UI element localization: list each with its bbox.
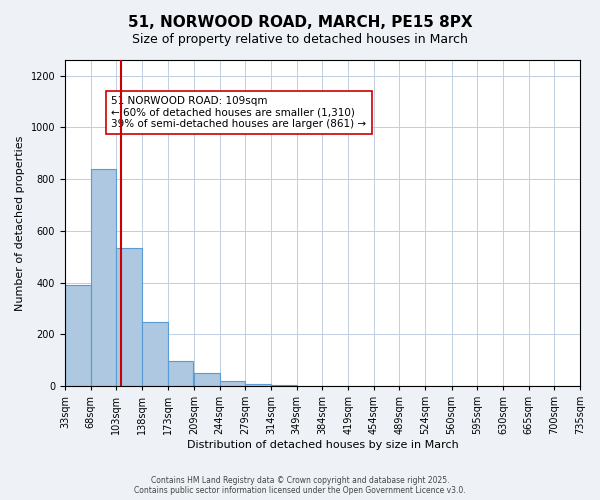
Y-axis label: Number of detached properties: Number of detached properties [15, 136, 25, 310]
Bar [194, 372, 220, 386]
Text: 51 NORWOOD ROAD: 109sqm
← 60% of detached houses are smaller (1,310)
39% of semi: 51 NORWOOD ROAD: 109sqm ← 60% of detache… [111, 96, 367, 129]
Bar [65, 285, 91, 386]
Text: Contains HM Land Registry data © Crown copyright and database right 2025.
Contai: Contains HM Land Registry data © Crown c… [134, 476, 466, 495]
Bar [245, 384, 271, 386]
X-axis label: Distribution of detached houses by size in March: Distribution of detached houses by size … [187, 440, 458, 450]
Bar [167, 361, 193, 386]
Bar [116, 248, 142, 386]
Bar [220, 382, 245, 386]
Bar [271, 385, 297, 386]
Bar [91, 168, 116, 386]
Text: 51, NORWOOD ROAD, MARCH, PE15 8PX: 51, NORWOOD ROAD, MARCH, PE15 8PX [128, 15, 472, 30]
Text: Size of property relative to detached houses in March: Size of property relative to detached ho… [132, 32, 468, 46]
Bar [142, 322, 167, 386]
